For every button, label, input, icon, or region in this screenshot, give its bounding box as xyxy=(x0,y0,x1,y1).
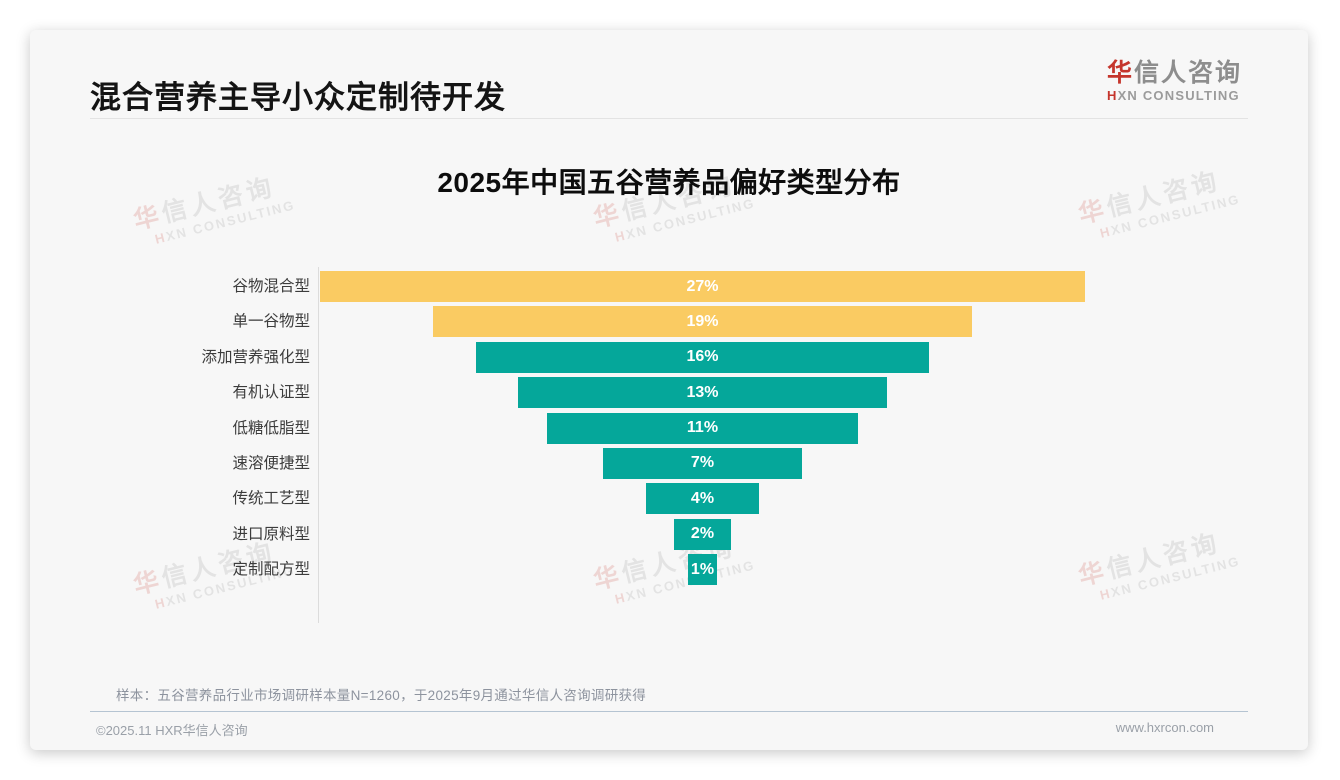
funnel-row: 谷物混合型 27% xyxy=(30,271,1308,306)
bar-value-label: 27% xyxy=(686,277,719,295)
funnel-row: 添加营养强化型 16% xyxy=(30,341,1308,377)
funnel-chart: 谷物混合型 27% 单一谷物型 19% 添加营养强化型 16% 有机认证型 13… xyxy=(30,267,1308,623)
funnel-bar: 19% xyxy=(433,306,972,338)
funnel-row: 单一谷物型 19% xyxy=(30,306,1308,341)
watermark-en: HXN CONSULTING xyxy=(153,197,297,247)
funnel-row: 低糖低脂型 11% xyxy=(30,412,1308,448)
funnel-bar: 13% xyxy=(518,377,887,409)
logo-en-text: HXN CONSULTING xyxy=(1107,88,1242,103)
category-label: 谷物混合型 xyxy=(232,278,310,295)
chart-rows: 谷物混合型 27% 单一谷物型 19% 添加营养强化型 16% 有机认证型 13… xyxy=(30,271,1308,590)
logo-cn-rest: 信人咨询 xyxy=(1133,59,1242,87)
logo-en-accent: H xyxy=(1106,88,1118,103)
sample-note: 样本：五谷营养品行业市场调研样本量N=1260，于2025年9月通过华信人咨询调… xyxy=(116,688,647,703)
chart-title: 2025年中国五谷营养品偏好类型分布 xyxy=(437,167,901,198)
category-label: 单一谷物型 xyxy=(232,313,310,331)
category-label: 定制配方型 xyxy=(232,561,310,579)
page-title: 混合营养主导小众定制待开发 xyxy=(90,80,506,115)
bar-value-label: 11% xyxy=(686,419,719,437)
category-label: 速溶便捷型 xyxy=(232,454,310,472)
bar-value-label: 2% xyxy=(690,525,715,543)
bar-value-label: 7% xyxy=(690,454,715,472)
funnel-row: 定制配方型 1% xyxy=(30,554,1308,589)
bar-value-label: 4% xyxy=(690,489,715,507)
slide-card: 华信人咨询 HXN CONSULTING 华信人咨询 HXN CONSULTIN… xyxy=(30,30,1308,750)
funnel-bar: 16% xyxy=(475,341,930,373)
funnel-bar: 11% xyxy=(546,412,859,444)
funnel-row: 进口原料型 2% xyxy=(30,518,1308,554)
category-label: 低糖低脂型 xyxy=(232,419,310,437)
chart-axis-line xyxy=(318,267,319,623)
bar-value-label: 19% xyxy=(686,312,719,330)
funnel-bar: 27% xyxy=(320,271,1085,302)
footer: ©2025.11 HXR华信人咨询 www.hxrcon.com xyxy=(96,720,1214,739)
watermark-en: HXN CONSULTING xyxy=(613,195,757,245)
funnel-row: 有机认证型 13% xyxy=(30,377,1308,412)
logo-en-rest: XN CONSULTING xyxy=(1117,88,1240,103)
company-logo: 华信人咨询 HXN CONSULTING xyxy=(1107,58,1242,103)
category-label: 添加营养强化型 xyxy=(201,348,310,366)
bar-value-label: 13% xyxy=(686,383,719,401)
funnel-bar: 1% xyxy=(688,554,717,586)
copyright-text: ©2025.11 HXR华信人咨询 xyxy=(96,723,248,738)
footer-divider xyxy=(90,711,1248,712)
funnel-bar: 2% xyxy=(674,518,731,550)
funnel-row: 传统工艺型 4% xyxy=(30,483,1308,518)
logo-cn-accent: 华 xyxy=(1106,59,1134,87)
category-label: 有机认证型 xyxy=(232,384,310,402)
category-label: 进口原料型 xyxy=(232,525,310,543)
funnel-row: 速溶便捷型 7% xyxy=(30,447,1308,483)
funnel-bar: 7% xyxy=(603,447,802,479)
funnel-bar: 4% xyxy=(645,483,760,515)
header-divider xyxy=(90,118,1248,119)
category-label: 传统工艺型 xyxy=(232,490,310,508)
bar-value-label: 1% xyxy=(690,560,715,578)
logo-cn-text: 华信人咨询 xyxy=(1107,58,1242,88)
website-url: www.hxrcon.com xyxy=(1115,720,1214,735)
bar-value-label: 16% xyxy=(686,348,719,366)
